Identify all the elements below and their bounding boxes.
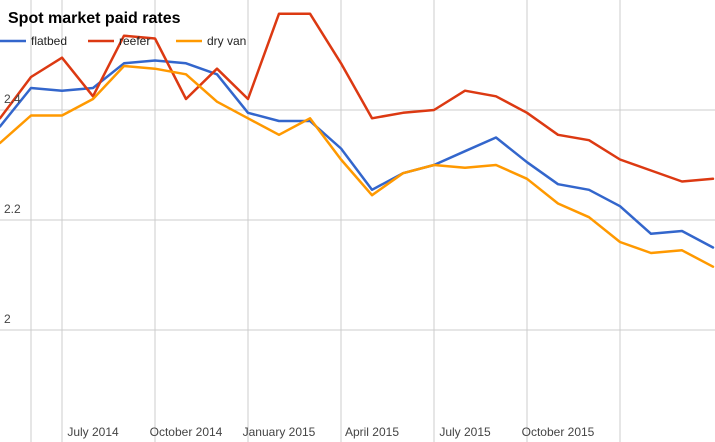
x-tick-label: April 2015 bbox=[345, 425, 399, 439]
y-tick-label: 2.4 bbox=[4, 92, 21, 106]
legend-label-reefer: reefer bbox=[119, 34, 150, 48]
x-tick-label: July 2015 bbox=[439, 425, 491, 439]
axis-ticks: 2 2.2 2.4 July 2014 October 2014 January 2015… bbox=[4, 92, 595, 439]
chart-title: Spot market paid rates bbox=[8, 10, 181, 27]
legend-label-dry-van: dry van bbox=[207, 34, 246, 48]
series-line-reefer bbox=[0, 12, 715, 183]
y-tick-label: 2 bbox=[4, 312, 11, 326]
x-tick-label: October 2015 bbox=[522, 425, 595, 439]
x-tick-label: January 2015 bbox=[243, 425, 316, 439]
legend: flatbed reefer dry van bbox=[0, 34, 246, 48]
series-line-flatbed bbox=[0, 59, 715, 249]
legend-label-flatbed: flatbed bbox=[31, 34, 67, 48]
x-tick-label: October 2014 bbox=[150, 425, 223, 439]
series-line-dry-van bbox=[0, 64, 715, 268]
series-lines bbox=[0, 12, 715, 268]
y-tick-label: 2.2 bbox=[4, 202, 21, 216]
x-tick-label: July 2014 bbox=[67, 425, 119, 439]
